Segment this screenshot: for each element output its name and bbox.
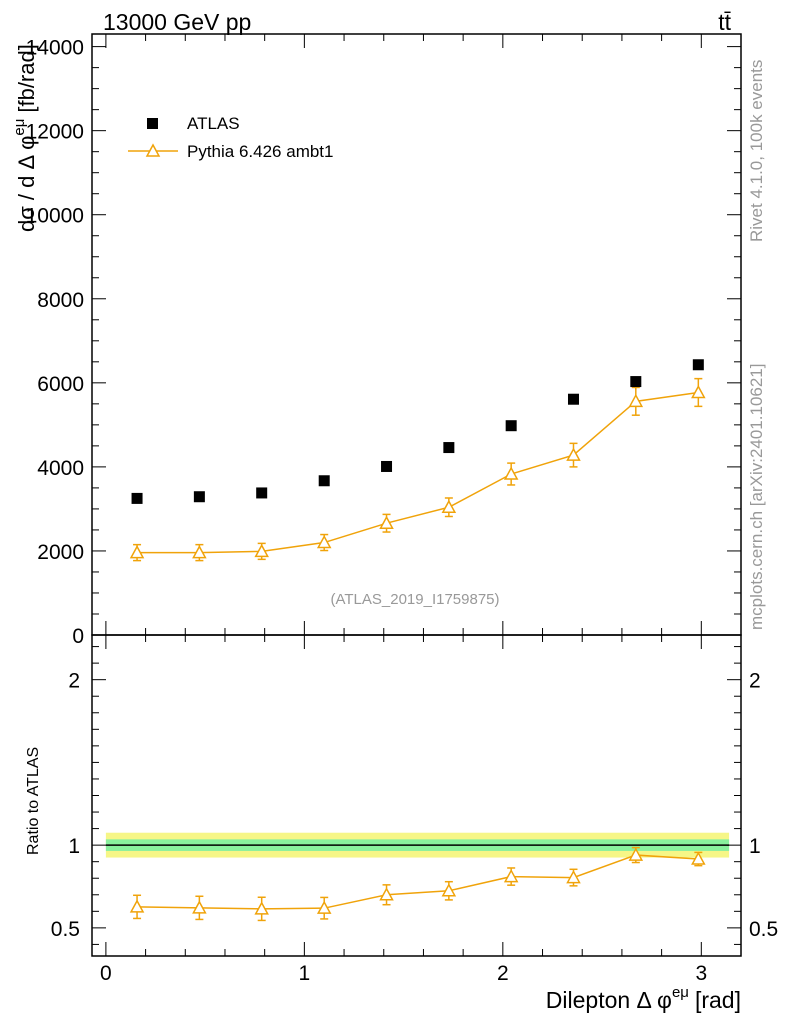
main-pythia-point <box>254 543 269 558</box>
ratio-y-tick-label-right: 0.5 <box>749 918 778 941</box>
main-y-tick-label: 2000 <box>37 541 84 564</box>
analysis-label: (ATLAS_2019_I1759875) <box>330 591 499 608</box>
main-y-axis-label-unit: [fb/rad] <box>14 44 39 112</box>
main-pythia-line <box>137 391 699 554</box>
process-label: tt̄ <box>718 9 731 35</box>
ratio-uncertainty-band <box>105 832 730 858</box>
main-y-axis: 0 2000 4000 6000 8000 10000 12000 14000 <box>26 37 741 648</box>
ratio-pythia-series <box>129 846 706 922</box>
main-atlas-point <box>630 376 642 388</box>
x-axis-label-main: Dilepton Δ φ <box>546 987 672 1013</box>
ratio-pythia-point <box>566 870 581 884</box>
main-atlas-point <box>193 491 205 503</box>
site-label: mcplots.cern.ch [arXiv:2401.10621] <box>747 364 766 630</box>
x-tick-label: 2 <box>497 962 509 985</box>
ratio-pythia-point <box>691 851 706 865</box>
main-y-axis-label-main: dσ / d Δ φ <box>14 136 39 232</box>
main-y-tick-label: 12000 <box>26 121 84 144</box>
main-atlas-point <box>443 442 455 454</box>
main-y-tick-label: 6000 <box>37 373 84 396</box>
x-tick-label: 3 <box>695 962 707 985</box>
main-pythia-point <box>379 515 394 529</box>
legend: ATLAS Pythia 6.426 ambt1 <box>128 114 333 161</box>
ratio-pythia-point <box>192 900 207 914</box>
main-y-tick-label: 10000 <box>26 205 84 228</box>
ratio-pythia-line <box>137 854 699 910</box>
ratio-pythia-point <box>129 899 145 913</box>
main-atlas-point <box>567 393 579 405</box>
main-y-tick-label: 8000 <box>37 289 84 312</box>
ratio-pythia-point <box>316 900 332 914</box>
main-atlas-point <box>381 460 393 472</box>
x-axis-label: Dilepton Δ φeμ [rad] <box>546 984 741 1013</box>
ratio-y-axis: 0.5 0.5 1 1 2 2 <box>51 646 778 945</box>
ratio-pythia-point <box>379 887 394 901</box>
main-y-tick-label: 4000 <box>37 457 84 480</box>
x-axis: 0 1 2 3 <box>100 34 707 985</box>
legend-atlas-marker <box>147 118 158 129</box>
x-axis-label-sup: eμ <box>672 984 689 1001</box>
ratio-pythia-point <box>503 869 519 883</box>
main-atlas-series <box>131 359 704 504</box>
legend-atlas-label: ATLAS <box>187 114 240 133</box>
main-pythia-point <box>503 466 519 480</box>
x-axis-label-unit: [rad] <box>695 987 741 1013</box>
main-y-tick-label: 0 <box>72 625 84 648</box>
ratio-y-tick-label: 0.5 <box>51 918 80 941</box>
ratio-y-tick-label-right: 1 <box>749 835 761 858</box>
ratio-y-axis-label: Ratio to ATLAS <box>25 747 42 855</box>
main-y-axis-label: dσ / d Δ φeμ [fb/rad] <box>11 44 39 232</box>
ratio-pythia-point <box>441 883 457 897</box>
ratio-y-tick-label: 1 <box>68 835 80 858</box>
main-pythia-point <box>192 545 207 559</box>
main-pythia-series <box>129 377 706 562</box>
main-atlas-point <box>256 487 268 499</box>
main-y-tick-label: 14000 <box>26 37 84 60</box>
main-pythia-point <box>566 447 581 461</box>
rivet-label: Rivet 4.1.0, 100k events <box>747 60 766 242</box>
main-pythia-point <box>316 534 332 549</box>
main-atlas-point <box>318 475 330 487</box>
main-atlas-point <box>505 420 517 432</box>
ratio-pythia-point <box>254 901 269 915</box>
ratio-pythia-point <box>628 847 644 861</box>
ratio-y-tick-label-right: 2 <box>749 670 761 693</box>
x-tick-label: 0 <box>100 962 112 985</box>
main-pythia-point <box>691 384 706 399</box>
main-pythia-point <box>628 393 644 408</box>
main-atlas-point <box>692 359 704 371</box>
legend-pythia-label: Pythia 6.426 ambt1 <box>187 142 333 161</box>
main-pythia-point <box>441 499 457 513</box>
main-pythia-point <box>129 545 145 559</box>
legend-pythia-marker <box>145 143 161 157</box>
main-y-axis-label-sup: eμ <box>11 119 28 136</box>
energy-label: 13000 GeV pp <box>103 9 251 35</box>
main-atlas-point <box>131 492 143 504</box>
ratio-y-tick-label: 2 <box>68 670 80 693</box>
x-tick-label: 1 <box>299 962 311 985</box>
